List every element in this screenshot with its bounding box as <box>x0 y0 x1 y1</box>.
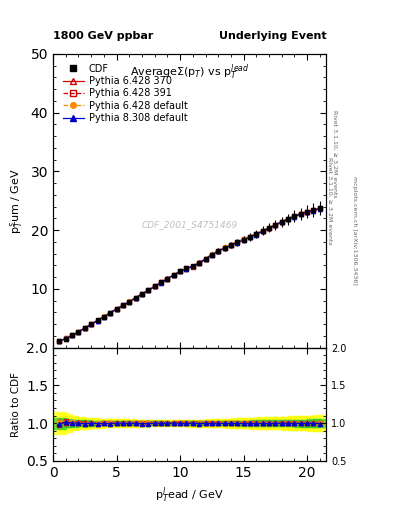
Y-axis label: Ratio to CDF: Ratio to CDF <box>11 372 21 437</box>
Y-axis label: p$_T^{s}$um / GeV: p$_T^{s}$um / GeV <box>8 168 25 233</box>
Text: Rivet 3.1.10, ≥ 3.2M events: Rivet 3.1.10, ≥ 3.2M events <box>332 110 337 198</box>
Y-axis label: Rivet 3.1.10, ≥ 3.2M events: Rivet 3.1.10, ≥ 3.2M events <box>327 157 332 245</box>
Text: Average$\Sigma$(p$_T$) vs p$_T^{lead}$: Average$\Sigma$(p$_T$) vs p$_T^{lead}$ <box>130 62 250 82</box>
X-axis label: p$_T^{l}$ead / GeV: p$_T^{l}$ead / GeV <box>155 485 224 505</box>
Legend: CDF, Pythia 6.428 370, Pythia 6.428 391, Pythia 6.428 default, Pythia 8.308 defa: CDF, Pythia 6.428 370, Pythia 6.428 391,… <box>61 61 190 125</box>
Text: CDF_2001_S4751469: CDF_2001_S4751469 <box>141 220 238 229</box>
Text: Underlying Event: Underlying Event <box>219 31 326 40</box>
Text: 1800 GeV ppbar: 1800 GeV ppbar <box>53 31 153 40</box>
Text: mcplots.cern.ch [arXiv:1306.3436]: mcplots.cern.ch [arXiv:1306.3436] <box>352 176 357 285</box>
